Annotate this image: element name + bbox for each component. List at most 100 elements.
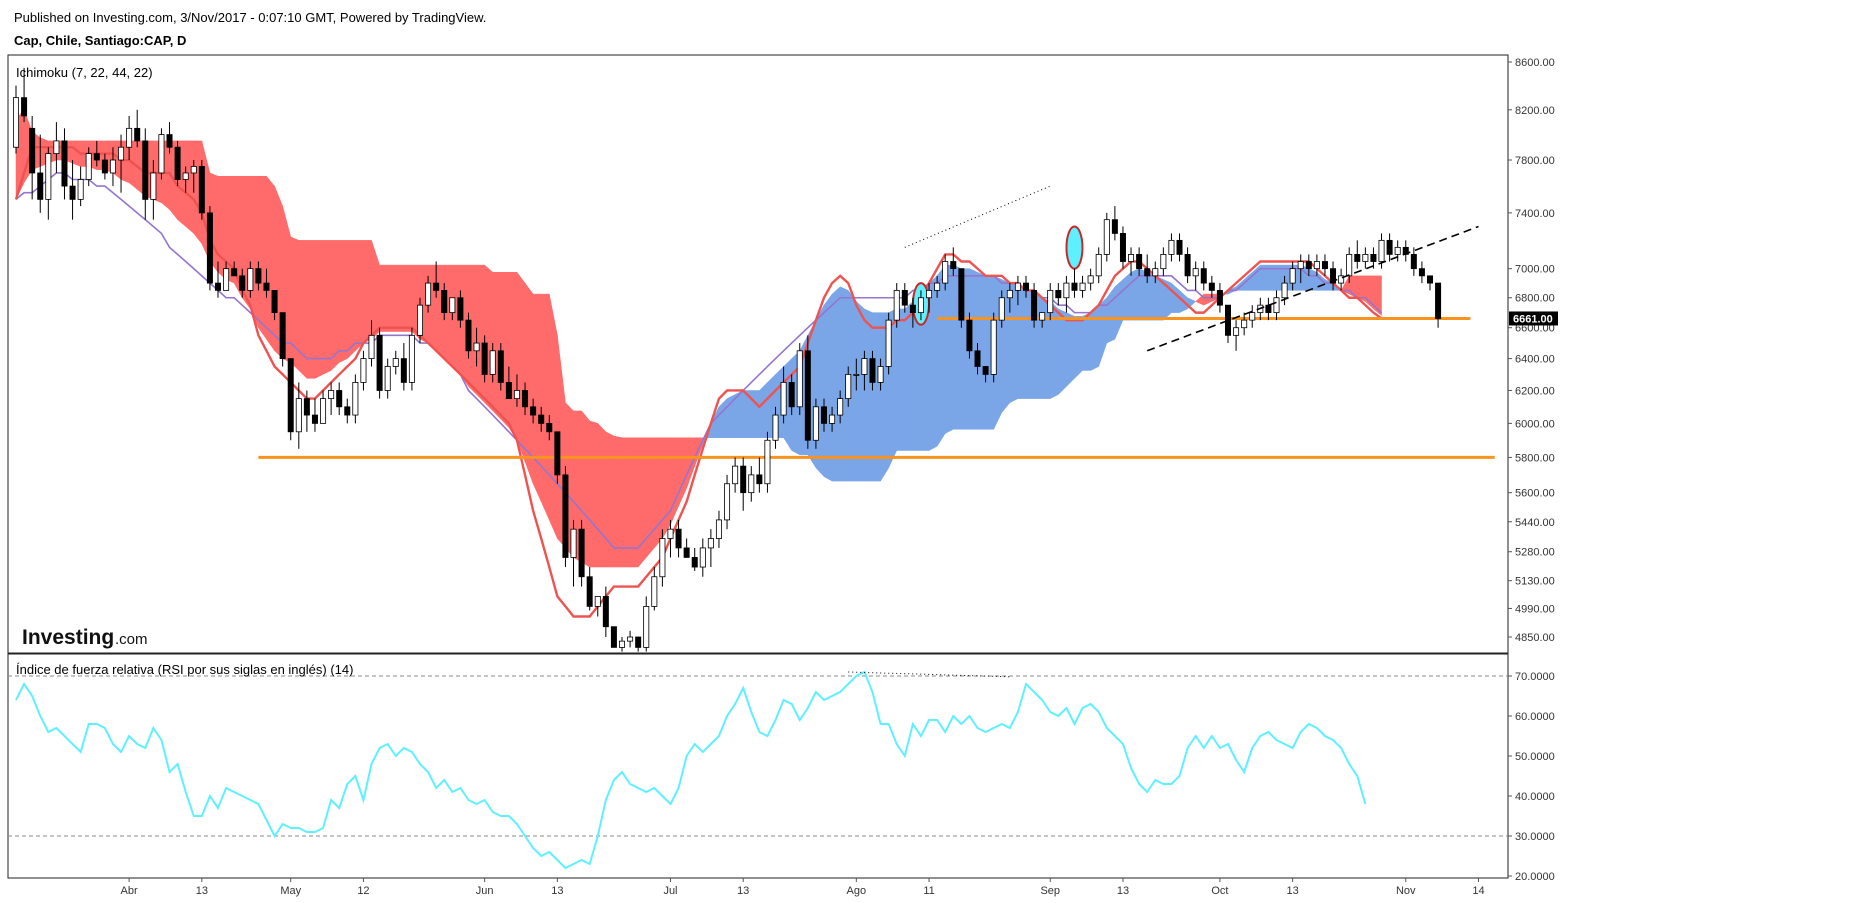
cloud-segment: [872, 312, 881, 482]
candle: [554, 431, 561, 484]
candle-body: [627, 636, 634, 642]
candle: [231, 261, 238, 277]
cloud-segment: [662, 437, 671, 540]
candle: [255, 261, 262, 291]
candle: [206, 206, 213, 291]
candle: [619, 637, 626, 652]
candle-body: [150, 172, 157, 200]
cloud-segment: [904, 300, 914, 451]
candle-body: [1394, 246, 1401, 255]
candle-body: [1427, 275, 1434, 284]
candle: [311, 398, 318, 432]
candle: [93, 140, 100, 167]
cloud-segment: [540, 293, 550, 521]
price-tick-label: 6600.00: [1515, 323, 1555, 335]
candle: [1192, 261, 1199, 291]
candle-body: [1031, 289, 1038, 321]
candle: [1233, 320, 1240, 351]
candle: [489, 343, 496, 383]
candle: [578, 519, 585, 587]
candle-body: [901, 289, 908, 306]
rsi-tick-label: 40.0000: [1515, 791, 1555, 803]
time-tick-label: Oct: [1211, 885, 1228, 897]
candle: [37, 134, 44, 213]
candle: [804, 335, 811, 449]
candle: [1362, 247, 1369, 269]
candle-body: [675, 528, 682, 549]
candle: [845, 366, 852, 407]
candle-body: [554, 431, 561, 476]
candle-body: [610, 626, 617, 648]
candle: [85, 147, 92, 187]
candle-body: [408, 334, 415, 383]
candle: [732, 457, 739, 493]
candle: [263, 268, 270, 298]
time-tick-label: 12: [357, 885, 369, 897]
candle: [974, 343, 981, 375]
candle-body: [1338, 275, 1345, 284]
candle: [1103, 212, 1110, 262]
rsi-label: Índice de fuerza relativa (RSI por sus s…: [16, 662, 353, 677]
candle-body: [513, 390, 520, 400]
cloud-segment: [928, 275, 938, 451]
candle-body: [174, 146, 181, 180]
candle-body: [998, 297, 1005, 321]
time-tick-label: Abr: [121, 885, 138, 897]
price-tick-label: 6200.00: [1515, 385, 1555, 397]
candle: [344, 398, 351, 424]
cloud-segment: [751, 390, 760, 438]
candle-body: [756, 474, 763, 485]
candle: [1136, 247, 1143, 276]
candle: [1031, 283, 1038, 328]
candle: [675, 519, 682, 558]
candle: [861, 350, 868, 391]
candle-body: [239, 275, 246, 291]
candle-body: [1208, 282, 1215, 291]
candle-body: [1386, 239, 1393, 255]
candle-body: [1305, 261, 1312, 270]
price-tick-label: 5130.00: [1515, 576, 1555, 588]
cloud-segment: [476, 264, 485, 404]
candle-body: [586, 576, 593, 607]
cloud-segment: [1017, 282, 1027, 399]
candle: [756, 457, 763, 493]
candle-body: [223, 268, 230, 291]
cloud-segment: [1106, 285, 1116, 344]
cloud-segment: [338, 240, 348, 363]
time-axis: Abr 13 May 12 Jun 13 Jul 13 Ago 11 Sep 13 Oct 13 Nov 14: [121, 878, 1485, 897]
cloud-segment: [1098, 297, 1108, 367]
logo-suffix-text: .com: [115, 631, 148, 648]
candle-body: [570, 528, 577, 558]
symbol-title: Cap, Chile, Santiago:CAP, D: [14, 33, 187, 48]
cloud-segment: [508, 271, 518, 442]
candle: [392, 350, 399, 375]
candle-body: [1313, 261, 1320, 270]
candle-body: [715, 519, 722, 539]
candle-body: [950, 261, 957, 270]
candle-body: [1023, 282, 1030, 291]
candle-body: [505, 382, 512, 400]
candle-body: [368, 334, 375, 360]
candle-body: [853, 374, 860, 376]
candle: [1297, 254, 1304, 284]
candle: [505, 366, 512, 400]
candle-body: [295, 398, 302, 433]
candle-body: [1119, 233, 1126, 262]
candle: [1273, 290, 1280, 321]
candle: [1095, 247, 1102, 284]
cloud-segment: [363, 240, 372, 344]
candle: [158, 128, 165, 180]
candle: [497, 343, 504, 391]
candle-body: [926, 289, 933, 299]
rsi-pane: 70.0000 60.0000 50.0000 40.0000 30.0000 20.00…: [8, 670, 1555, 883]
candle: [901, 283, 908, 313]
candle: [1313, 254, 1320, 276]
candle: [328, 382, 335, 416]
candle-body: [392, 358, 399, 367]
candle: [651, 567, 658, 611]
candle: [724, 474, 731, 530]
candle-body: [1273, 297, 1280, 314]
candle-body: [788, 382, 795, 408]
cloud-segment: [944, 264, 954, 434]
